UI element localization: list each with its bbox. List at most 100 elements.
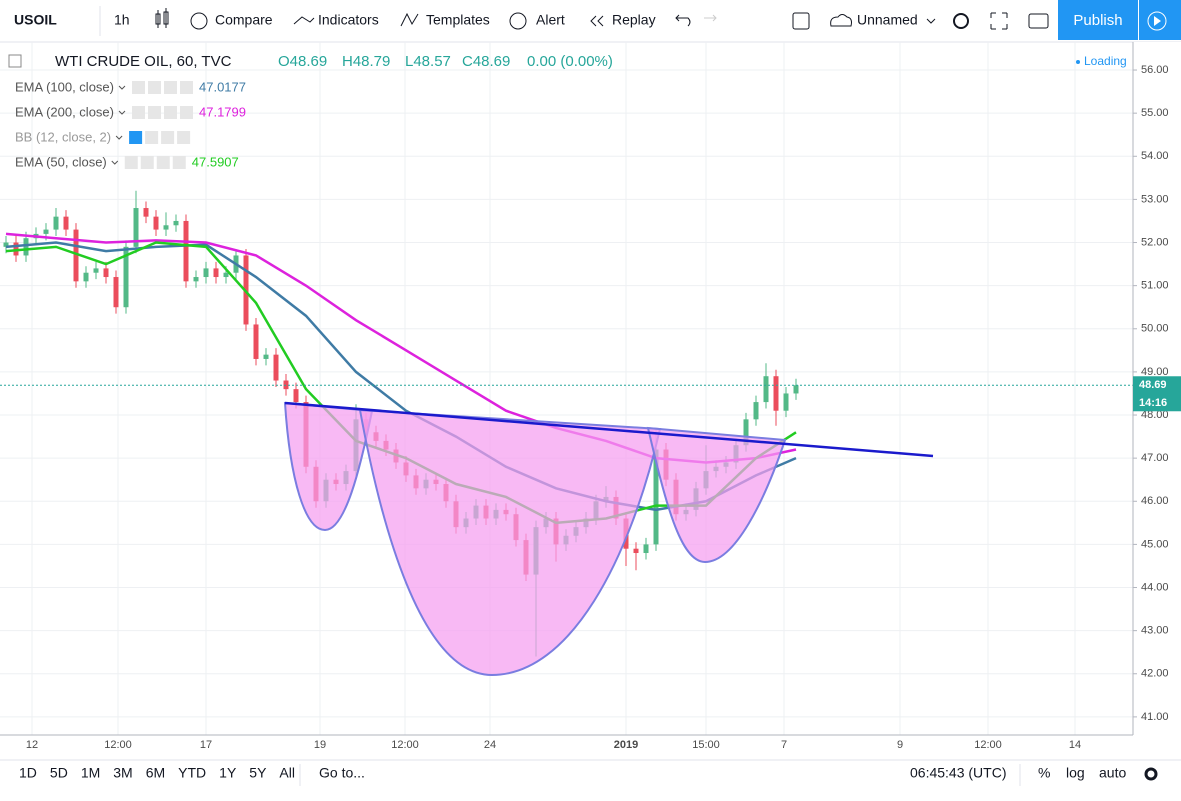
- range-button[interactable]: 1M: [81, 765, 100, 781]
- y-tick-label: 41.00: [1141, 711, 1169, 723]
- compare-icon[interactable]: [190, 12, 208, 30]
- legend-button[interactable]: [177, 131, 191, 144]
- camera-icon[interactable]: [1028, 13, 1049, 29]
- ohlc-open: O48.69: [278, 53, 327, 70]
- range-button[interactable]: 3M: [113, 765, 132, 781]
- templates-icon[interactable]: [400, 12, 419, 27]
- chevron[interactable]: [926, 18, 936, 24]
- range-button[interactable]: 5Y: [249, 765, 267, 781]
- y-tick-label: 45.00: [1141, 538, 1169, 550]
- indicators-icon[interactable]: [293, 16, 315, 25]
- candle-body: [103, 268, 109, 278]
- fullscreen-icon[interactable]: [990, 12, 1008, 30]
- legend-button[interactable]: [148, 106, 161, 119]
- legend-button[interactable]: [180, 106, 193, 119]
- candle-body: [793, 385, 799, 394]
- compare[interactable]: Compare: [215, 12, 273, 28]
- axes: 41.00 42.00 43.00 44.00 45.00 46.00 47.00 48.00…: [26, 64, 1181, 751]
- candle-body: [73, 229, 79, 282]
- candle-body: [763, 376, 769, 403]
- grid: [0, 42, 1133, 735]
- range-button[interactable]: 1Y: [219, 765, 237, 781]
- percent-toggle[interactable]: %: [1038, 765, 1050, 781]
- publish[interactable]: Publish: [1073, 12, 1122, 29]
- legend-button[interactable]: [145, 131, 159, 144]
- symbol[interactable]: USOIL: [14, 12, 57, 28]
- candle-body: [3, 242, 9, 247]
- legend-button[interactable]: [180, 81, 193, 94]
- candle-body: [83, 272, 89, 282]
- legend-name[interactable]: BB (12, close, 2): [15, 129, 111, 144]
- goto[interactable]: Go to...: [319, 765, 365, 781]
- range-button[interactable]: All: [279, 765, 295, 781]
- publish-button[interactable]: [1058, 0, 1138, 40]
- candle-body: [43, 229, 49, 234]
- y-tick-label: 55.00: [1141, 107, 1169, 119]
- undo[interactable]: [675, 14, 691, 27]
- alert-icon[interactable]: [509, 12, 527, 30]
- legend-button[interactable]: [129, 131, 143, 144]
- interval[interactable]: 1h: [114, 12, 130, 28]
- layout-name[interactable]: Unnamed: [857, 12, 918, 28]
- legend-button[interactable]: [164, 106, 177, 119]
- legend-button[interactable]: [172, 156, 186, 169]
- alert[interactable]: Alert: [536, 12, 565, 28]
- settings-icon[interactable]: [953, 13, 969, 29]
- candle-body: [53, 216, 59, 230]
- legend-button[interactable]: [164, 81, 177, 94]
- select-icon[interactable]: [792, 12, 810, 30]
- play-circle: [1147, 11, 1167, 31]
- redo[interactable]: [704, 14, 717, 22]
- legend-button[interactable]: [140, 156, 154, 169]
- ohlc-close: C48.69: [462, 53, 510, 70]
- ohlc-low: L48.57: [405, 53, 451, 70]
- y-tick-label: 51.00: [1141, 280, 1169, 292]
- y-tick-label: 48.00: [1141, 409, 1169, 421]
- range-button[interactable]: 1D: [19, 765, 37, 781]
- legend-name[interactable]: EMA (100, close): [15, 79, 114, 94]
- y-tick-label: 50.00: [1141, 323, 1169, 335]
- y-tick-label: 49.00: [1141, 366, 1169, 378]
- auto-toggle[interactable]: auto: [1099, 765, 1126, 781]
- candle-icon[interactable]: [155, 8, 169, 28]
- templates[interactable]: Templates: [426, 12, 490, 28]
- legend-chevron[interactable]: [118, 85, 126, 90]
- legend-chevron[interactable]: [111, 160, 119, 165]
- legend-button[interactable]: [156, 156, 170, 169]
- last-price-tag: [1133, 376, 1181, 412]
- settings-icon[interactable]: [1144, 767, 1158, 781]
- legend-name[interactable]: EMA (50, close): [15, 154, 107, 169]
- replay-icon[interactable]: [590, 15, 604, 27]
- legend-button[interactable]: [148, 81, 161, 94]
- legend-name[interactable]: EMA (200, close): [15, 104, 114, 119]
- range-button[interactable]: YTD: [178, 765, 206, 781]
- play-button[interactable]: [1139, 0, 1181, 40]
- y-tick-label: 46.00: [1141, 495, 1169, 507]
- indicators[interactable]: Indicators: [318, 12, 379, 28]
- legend-chevron[interactable]: [115, 135, 123, 140]
- replay[interactable]: Replay: [612, 12, 656, 28]
- x-tick-label: 12: [26, 739, 38, 751]
- x-tick-label: 12:00: [104, 739, 132, 751]
- candle-body: [63, 216, 69, 230]
- legend-button[interactable]: [132, 106, 145, 119]
- candle-body: [273, 354, 279, 381]
- collapse-icon[interactable]: [8, 54, 22, 68]
- head: [358, 408, 662, 677]
- legend-button[interactable]: [161, 131, 175, 144]
- legend-button[interactable]: [124, 156, 138, 169]
- loading-dot: [1076, 60, 1080, 64]
- clock: 06:45:43 (UTC): [910, 765, 1006, 781]
- candle-body: [183, 220, 189, 282]
- x-tick-label: 17: [200, 739, 212, 751]
- log-toggle[interactable]: log: [1066, 765, 1085, 781]
- legend-chevron[interactable]: [118, 110, 126, 115]
- cloud-icon[interactable]: [830, 14, 852, 27]
- range-button[interactable]: 6M: [146, 765, 165, 781]
- legend-button[interactable]: [132, 81, 145, 94]
- y-tick-label: 42.00: [1141, 668, 1169, 680]
- legend-value: 47.1799: [199, 104, 246, 119]
- range-button[interactable]: 5D: [50, 765, 68, 781]
- chart-title[interactable]: WTI CRUDE OIL, 60, TVC: [55, 53, 232, 70]
